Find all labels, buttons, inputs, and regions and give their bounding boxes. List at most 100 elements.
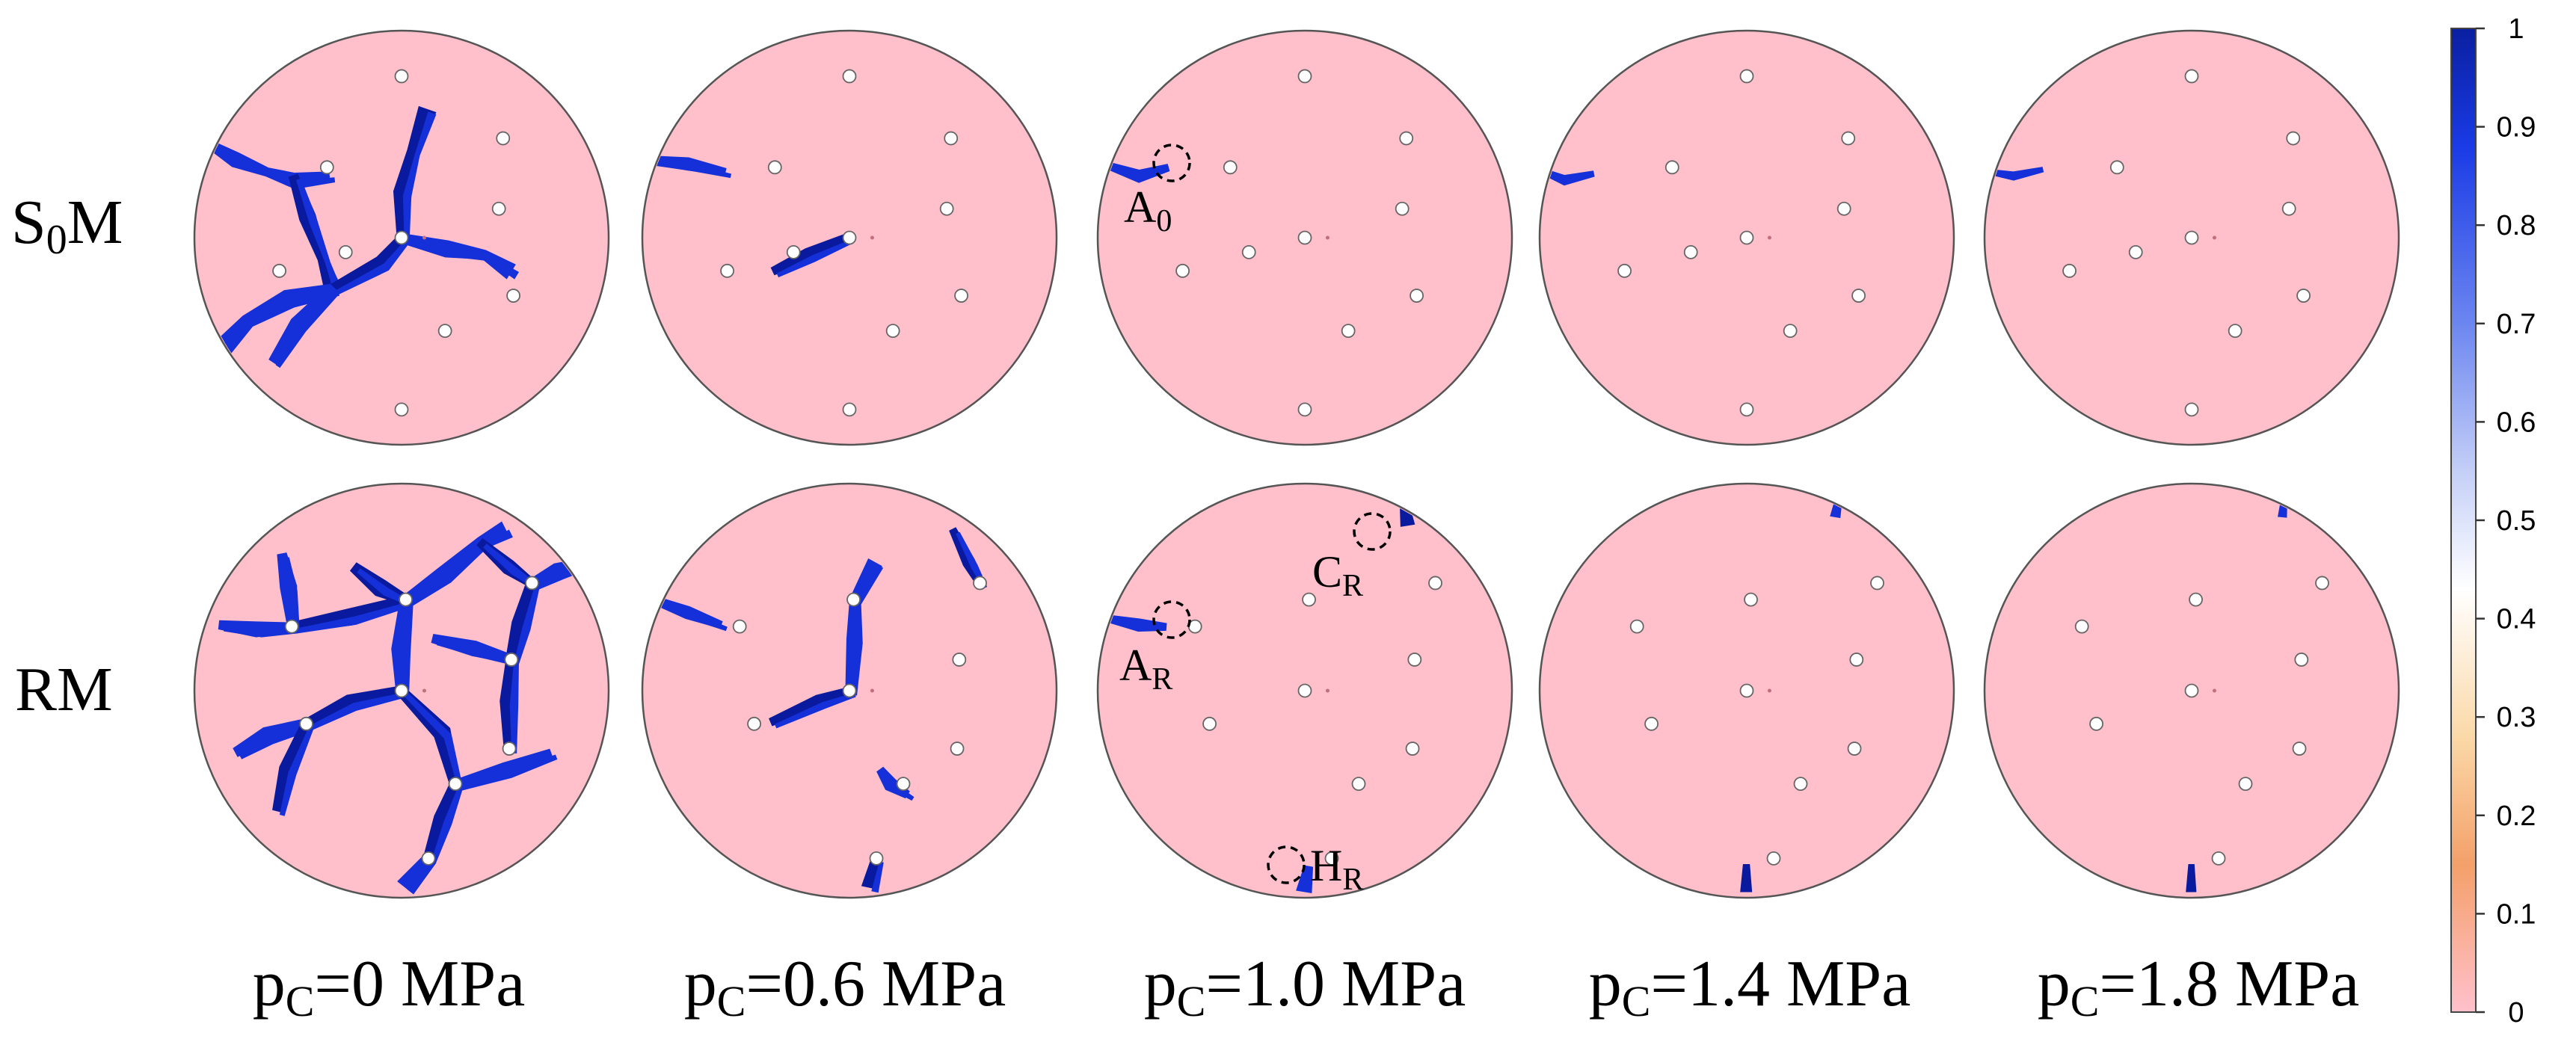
borehole <box>496 131 511 146</box>
disk-r1-c1 <box>641 482 1058 899</box>
borehole <box>1428 576 1442 591</box>
borehole <box>1629 619 1644 634</box>
borehole <box>338 244 353 259</box>
borehole <box>1766 851 1781 866</box>
borehole <box>1202 716 1217 731</box>
borehole <box>2281 201 2296 216</box>
disk-r0-c4 <box>1983 29 2400 446</box>
borehole <box>1351 777 1366 792</box>
center-marker <box>2212 235 2216 240</box>
disk-grid <box>193 29 2400 899</box>
borehole <box>1297 683 1312 698</box>
annotation-ar: AR <box>1119 600 1191 697</box>
colorbar-ticks: 1 0.9 0.8 0.7 0.6 0.5 0.4 0.3 0.2 0.1 0 <box>2476 13 2536 1029</box>
crack <box>279 726 314 816</box>
borehole <box>1849 653 1864 667</box>
borehole <box>1851 289 1866 303</box>
borehole <box>1302 592 1316 607</box>
borehole <box>1405 742 1420 756</box>
row-label-rm: RM <box>15 655 113 724</box>
crack <box>402 111 437 243</box>
disk-r1-c3 <box>1538 482 1955 899</box>
borehole <box>952 653 967 667</box>
colorbar-tick-label: 0.9 <box>2497 112 2536 144</box>
borehole <box>1297 230 1312 245</box>
borehole <box>437 324 452 339</box>
row-label-s0m: S0M <box>11 188 123 263</box>
borehole <box>2294 653 2309 667</box>
center-marker <box>1325 235 1330 240</box>
column-label-0: pC=0 MPa <box>253 948 526 1026</box>
borehole <box>1324 851 1339 866</box>
borehole <box>448 777 463 792</box>
borehole <box>885 324 900 339</box>
borehole <box>1241 244 1256 259</box>
colorbar-tick-label: 0.2 <box>2497 801 2536 832</box>
colorbar: 1 0.9 0.8 0.7 0.6 0.5 0.4 0.3 0.2 0.1 0 <box>2450 13 2536 1029</box>
borehole <box>1223 160 1238 175</box>
svg-text:AR: AR <box>1119 641 1172 697</box>
colorbar-tick-label: 0.8 <box>2497 210 2536 241</box>
borehole <box>2238 777 2253 792</box>
borehole <box>1410 289 1424 303</box>
crack <box>431 786 464 864</box>
crack <box>409 529 513 607</box>
borehole <box>747 716 761 731</box>
borehole <box>1793 777 1808 792</box>
center-marker <box>1767 688 1771 693</box>
borehole <box>1841 131 1856 146</box>
borehole <box>394 402 409 417</box>
borehole <box>1744 592 1758 607</box>
borehole <box>720 263 734 278</box>
column-labels: pC=0 MPa pC=0.6 MPa pC=1.0 MPa pC=1.4 MP… <box>253 948 2360 1026</box>
disk-r0-c1 <box>641 29 1058 446</box>
annotation-cr: CR <box>1312 512 1392 603</box>
borehole <box>491 201 506 216</box>
column-label-4: pC=1.8 MPa <box>2038 948 2360 1026</box>
borehole <box>2062 263 2077 278</box>
colorbar-tick-label: 0 <box>2508 997 2524 1029</box>
crack <box>509 663 519 753</box>
borehole <box>506 289 520 303</box>
borehole <box>394 230 409 245</box>
disk-r0-c0 <box>193 29 610 446</box>
borehole <box>842 69 857 84</box>
borehole <box>284 619 299 634</box>
disk-r0-c2 <box>1096 29 1513 446</box>
svg-text:CR: CR <box>1312 547 1363 603</box>
borehole <box>1399 131 1414 146</box>
borehole <box>973 576 987 591</box>
crack <box>883 771 914 801</box>
borehole <box>1395 201 1410 216</box>
borehole <box>1783 324 1798 339</box>
borehole <box>2315 576 2329 591</box>
borehole <box>399 592 413 607</box>
borehole <box>2128 244 2143 259</box>
borehole <box>2189 592 2203 607</box>
center-marker <box>1767 235 1771 240</box>
borehole <box>2228 324 2243 339</box>
borehole <box>319 160 334 175</box>
colorbar-gradient <box>2450 28 2477 1013</box>
crack <box>214 146 336 189</box>
borehole <box>1617 263 1632 278</box>
center-marker <box>422 235 426 240</box>
borehole <box>2089 716 2103 731</box>
disk-r1-c4 <box>1983 482 2400 899</box>
borehole <box>786 244 801 259</box>
borehole <box>1739 683 1754 698</box>
borehole <box>842 230 857 245</box>
disk-r0-c3 <box>1538 29 1955 446</box>
borehole <box>732 619 747 634</box>
crack <box>407 860 436 895</box>
borehole <box>2184 230 2199 245</box>
borehole <box>950 742 965 756</box>
borehole <box>272 263 286 278</box>
borehole <box>1847 742 1862 756</box>
crack <box>1740 863 1753 893</box>
borehole <box>2184 683 2199 698</box>
borehole <box>1683 244 1698 259</box>
column-label-3: pC=1.4 MPa <box>1589 948 1911 1026</box>
crack <box>2186 863 2197 893</box>
